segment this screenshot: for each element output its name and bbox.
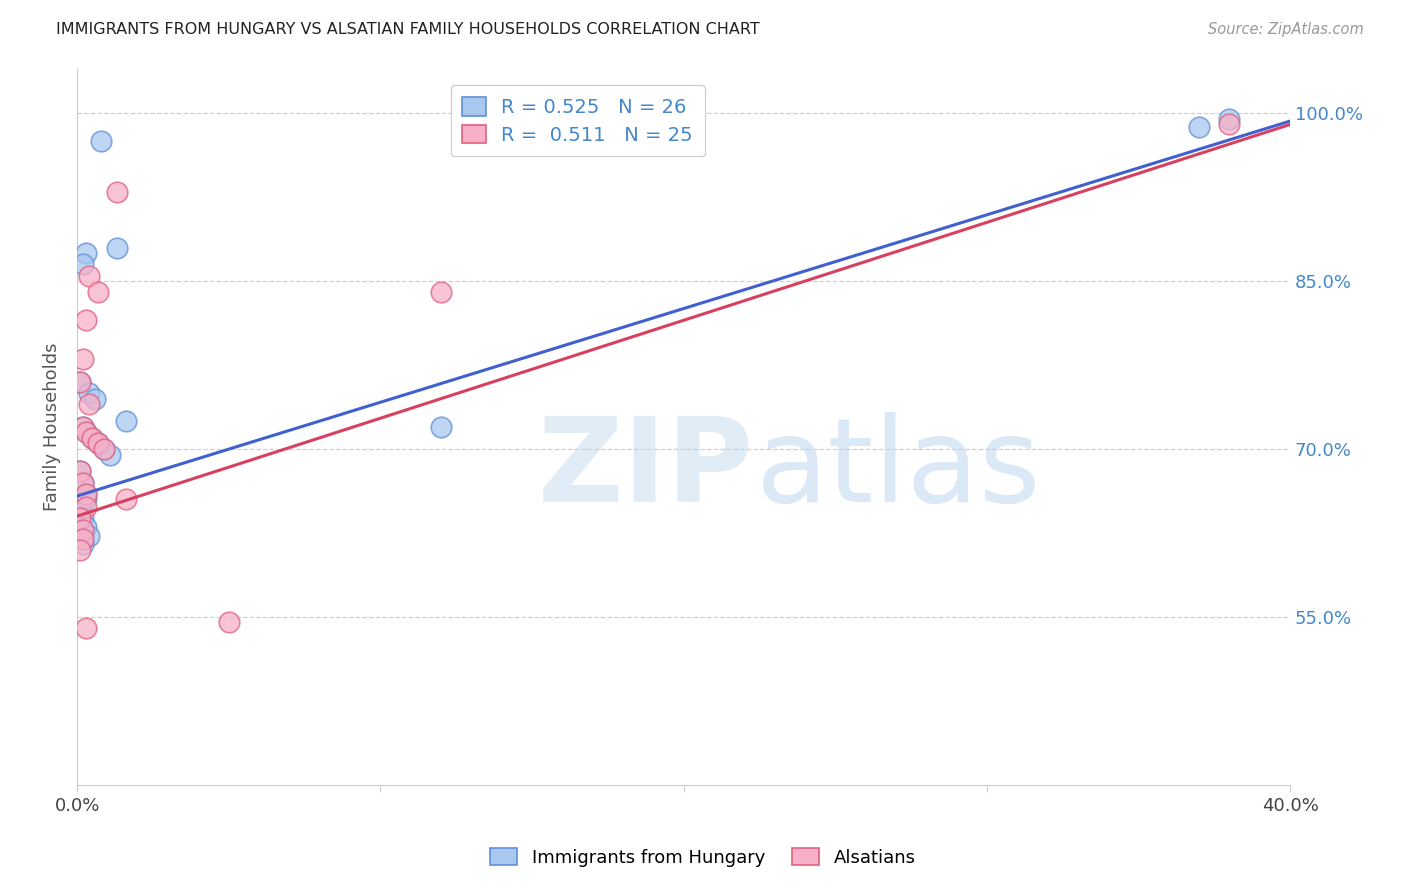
Legend: Immigrants from Hungary, Alsatians: Immigrants from Hungary, Alsatians [484,841,922,874]
Point [87,436,110,450]
Point [82,431,104,445]
Point [72,419,94,434]
Point [77,397,100,411]
Point [1218,112,1240,126]
Point [69,464,91,478]
Point [72,537,94,551]
Point [87,285,110,300]
Point [77,268,100,283]
Point [72,257,94,271]
Point [93,442,115,456]
Text: IMMIGRANTS FROM HUNGARY VS ALSATIAN FAMILY HOUSEHOLDS CORRELATION CHART: IMMIGRANTS FROM HUNGARY VS ALSATIAN FAMI… [56,22,761,37]
Point [69,542,91,557]
Text: ZIP: ZIP [538,412,754,527]
Point [72,419,94,434]
Point [69,511,91,525]
Point [72,475,94,490]
Point [75,487,97,501]
Point [90,134,112,148]
Point [69,464,91,478]
Point [75,492,97,507]
Point [75,313,97,327]
Point [84,392,107,406]
Point [72,511,94,525]
Point [218,615,240,630]
Point [75,520,97,534]
Point [114,492,136,507]
Text: Source: ZipAtlas.com: Source: ZipAtlas.com [1208,22,1364,37]
Point [72,532,94,546]
Point [93,442,115,456]
Point [87,436,110,450]
Point [75,621,97,635]
Y-axis label: Family Households: Family Households [44,343,60,511]
Point [114,414,136,428]
Point [72,352,94,367]
Point [105,241,128,255]
Point [75,500,97,515]
Point [69,375,91,389]
Point [72,475,94,490]
Text: atlas: atlas [756,412,1042,527]
Point [1188,120,1211,134]
Point [69,375,91,389]
Point [75,487,97,501]
Point [77,529,100,543]
Point [430,419,453,434]
Point [1218,118,1240,132]
Point [430,285,453,300]
Point [82,431,104,445]
Legend: R = 0.525   N = 26, R =  0.511   N = 25: R = 0.525 N = 26, R = 0.511 N = 25 [451,86,704,156]
Point [75,425,97,440]
Point [75,246,97,260]
Point [69,500,91,515]
Point [77,386,100,401]
Point [72,523,94,537]
Point [105,185,128,199]
Point [75,425,97,440]
Point [100,448,122,462]
